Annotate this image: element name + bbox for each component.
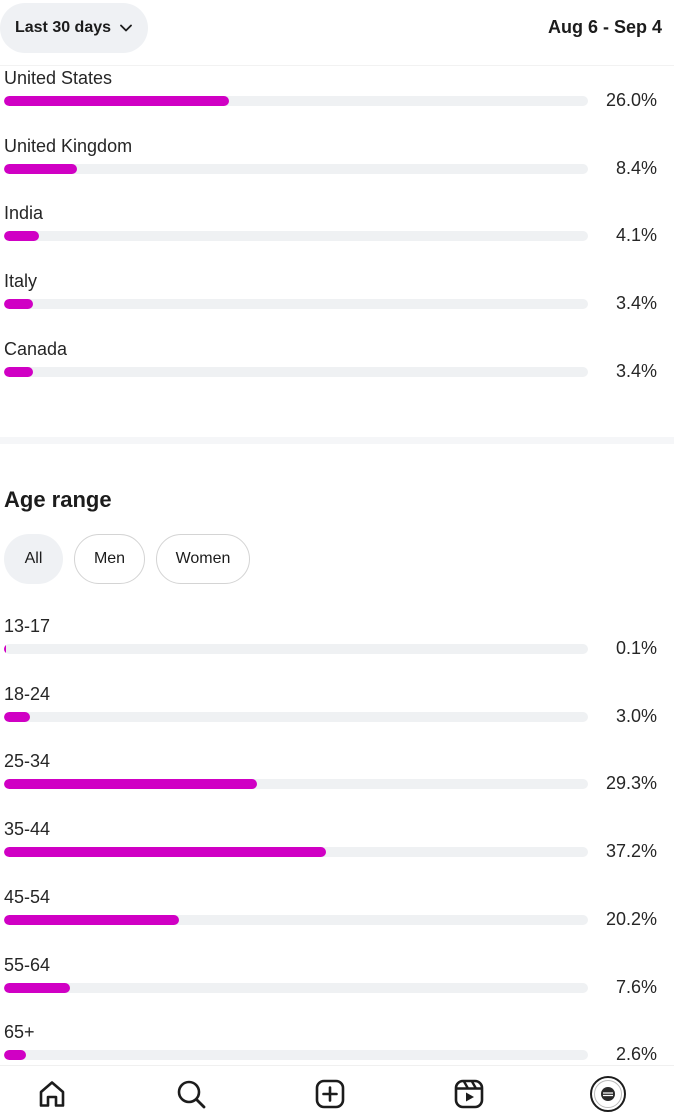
search-icon [177, 1080, 206, 1109]
profile-logo-icon [594, 1080, 622, 1108]
location-label: United Kingdom [4, 135, 133, 156]
age-row: 18-24 3.0% [0, 684, 674, 744]
age-bar-track [4, 644, 588, 654]
location-label: United States [4, 68, 113, 88]
create-icon [315, 1079, 345, 1109]
age-bar-track [4, 1050, 588, 1061]
age-bar-fill [4, 779, 257, 790]
date-range-dropdown[interactable]: Last 30 days [0, 3, 148, 53]
location-bar-fill [4, 299, 33, 310]
divider [0, 65, 674, 66]
age-percent: 37.2% [605, 841, 657, 862]
age-label: 13-17 [4, 616, 51, 636]
reels-icon [454, 1079, 484, 1109]
filter-women-button[interactable]: Women [156, 534, 250, 584]
home-button[interactable] [34, 1076, 70, 1112]
location-row: Italy 3.4% [0, 271, 674, 331]
gender-filter-group: All Men Women [4, 534, 261, 584]
age-bar-track [4, 779, 588, 790]
age-bar-track [4, 982, 588, 993]
age-percent: 3.0% [615, 705, 657, 726]
age-row: 13-17 0.1% [0, 616, 674, 676]
location-label: Canada [4, 338, 68, 359]
top-bar: Last 30 days Aug 6 - Sep 4 [0, 0, 674, 62]
location-percent: 4.1% [615, 225, 657, 246]
location-row: United Kingdom 8.4% [0, 136, 674, 196]
age-bar-fill [4, 644, 6, 654]
location-label: Italy [4, 271, 38, 292]
age-bar-track [4, 847, 588, 858]
age-label: 18-24 [4, 683, 51, 704]
profile-button[interactable] [590, 1076, 626, 1112]
filter-all-button[interactable]: All [4, 534, 63, 584]
age-bar-fill [4, 711, 30, 722]
location-percent: 8.4% [615, 157, 657, 178]
filter-men-button[interactable]: Men [74, 534, 145, 584]
location-bar-track [4, 163, 588, 174]
location-bar-fill [4, 366, 33, 377]
location-percent: 26.0% [605, 90, 657, 110]
age-label: 25-34 [4, 751, 51, 772]
location-percent: 3.4% [615, 293, 657, 314]
age-bar-fill [4, 982, 70, 993]
location-row: United States 26.0% [0, 68, 674, 128]
location-label: India [4, 203, 44, 224]
range-label: Last 30 days [14, 19, 112, 36]
age-percent: 2.6% [615, 1044, 657, 1065]
age-row: 25-34 29.3% [0, 751, 674, 811]
reels-button[interactable] [451, 1076, 487, 1112]
age-bar-fill [4, 1050, 26, 1061]
location-bar-track [4, 231, 588, 242]
age-percent: 29.3% [605, 773, 657, 794]
age-bar-track [4, 914, 588, 925]
location-bar-fill [4, 96, 229, 106]
age-label: 65+ [4, 1022, 35, 1043]
create-button[interactable] [312, 1076, 348, 1112]
location-row: Canada 3.4% [0, 339, 674, 399]
age-label: 35-44 [4, 819, 51, 840]
age-percent: 20.2% [605, 908, 657, 929]
age-percent: 0.1% [615, 638, 657, 658]
age-row: 65+ 2.6% [0, 1022, 674, 1082]
chevron-down-icon [119, 21, 133, 35]
bottom-navigation [0, 1065, 674, 1118]
location-bar-fill [4, 163, 77, 174]
search-button[interactable] [173, 1076, 209, 1112]
age-bar-fill [4, 847, 326, 858]
location-bar-track [4, 96, 588, 106]
avatar [590, 1076, 626, 1112]
age-label: 45-54 [4, 886, 51, 907]
age-percent: 7.6% [615, 976, 657, 997]
age-label: 55-64 [4, 954, 51, 975]
location-row: India 4.1% [0, 203, 674, 263]
home-icon [39, 1081, 65, 1107]
date-range-text: Aug 6 - Sep 4 [547, 17, 662, 37]
location-bar-track [4, 366, 588, 377]
age-row: 35-44 37.2% [0, 819, 674, 879]
age-range-title: Age range [4, 487, 112, 512]
age-bar-fill [4, 914, 179, 925]
age-row: 45-54 20.2% [0, 887, 674, 947]
location-percent: 3.4% [615, 360, 657, 381]
age-row: 55-64 7.6% [0, 955, 674, 1015]
location-bar-fill [4, 231, 39, 242]
section-divider [0, 437, 674, 444]
age-bar-track [4, 711, 588, 722]
location-bar-track [4, 299, 588, 310]
